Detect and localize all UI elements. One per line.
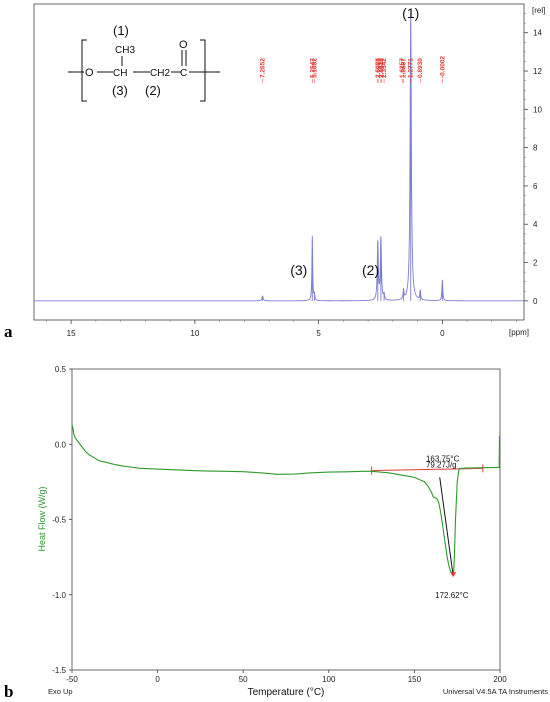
dsc-y-tick-label: -0.5: [52, 516, 66, 525]
nmr-peak-label: (3): [290, 262, 307, 278]
dsc-y-tick-label: -1.0: [52, 591, 66, 600]
structure-left-bracket: [81, 39, 87, 102]
nmr-shift-label: 5.2543: [309, 58, 316, 78]
structure-carbonyl-oxygen: O: [179, 39, 188, 51]
dsc-x-tick-label: 0: [155, 675, 160, 684]
nmr-peak-annotations: (1) (2) (3): [290, 5, 419, 278]
dsc-y-axis-label: Heat Flow (W/g): [37, 486, 47, 551]
dsc-y-tick-label: 0.0: [55, 440, 67, 449]
panel-label-a: a: [4, 322, 13, 341]
structure-label-2: (2): [145, 83, 161, 98]
nmr-y-tick-label: 0: [533, 297, 538, 306]
nmr-y-tick-label: 8: [533, 144, 538, 153]
dsc-baseline-limits: [371, 464, 484, 475]
nmr-shift-label: 2.4816: [378, 58, 385, 78]
structure-ch3: CH3: [115, 45, 135, 56]
structure-label-1: (1): [113, 23, 129, 38]
nmr-shift-label: 2.3542: [381, 58, 388, 78]
dsc-onset-temperature: 163.75°C: [426, 454, 460, 463]
pha-structure-diagram: [68, 39, 220, 102]
nmr-x-unit-label: [ppm]: [509, 328, 529, 337]
nmr-y-unit-label: [rel]: [532, 6, 545, 15]
nmr-y-tick-label: 6: [533, 182, 538, 191]
dsc-onset-tangent: [439, 477, 454, 576]
dsc-peak-temperature: 172.62°C: [435, 591, 469, 600]
dsc-x-tick-label: -50: [66, 675, 78, 684]
dsc-plot-frame: [71, 368, 501, 671]
dsc-x-tick-label: 50: [239, 675, 248, 684]
dsc-enthalpy: 79.27J/g: [426, 460, 457, 469]
nmr-spectrum-line: [34, 13, 524, 302]
dsc-heat-flow-line: [71, 424, 501, 577]
dsc-exo-up-label: Exo Up: [48, 687, 73, 696]
structure-ch2: CH2: [150, 68, 170, 79]
dsc-peak-marker: [450, 572, 457, 578]
nmr-x-tick-label: 10: [190, 329, 199, 338]
nmr-shift-label: 1.6257: [399, 58, 406, 78]
nmr-y-tick-label: 2: [533, 259, 538, 268]
dsc-x-axis-label: Temperature (°C): [248, 687, 325, 698]
dsc-y-tick-label: -1.5: [52, 666, 66, 675]
dsc-thermogram-chart: 0.5 0.0 -0.5 -1.0 -1.5 -50 0 50 100 150 200 Heat …: [4, 365, 548, 701]
dsc-x-tick-label: 100: [322, 675, 336, 684]
dsc-y-axis: 0.5 0.0 -0.5 -1.0 -1.5: [52, 365, 72, 675]
nmr-y-tick-label: 10: [533, 105, 542, 114]
nmr-shift-label: 1.5667: [401, 58, 408, 78]
nmr-spectrum-chart: 0 2 4 6 8 10 12 14 15 10 5 0 [ppm] [rel] 7.2652 5.2…: [4, 3, 545, 341]
nmr-shift-label: 0.8930: [417, 58, 424, 78]
nmr-y-tick-label: 12: [533, 67, 542, 76]
nmr-shift-label: -0.0002: [439, 56, 446, 78]
nmr-shift-label: 2.4649: [378, 58, 385, 78]
nmr-y-axis: 0 2 4 6 8 10 12 14: [524, 13, 542, 306]
nmr-plot-frame: [33, 3, 525, 321]
structure-ester-oxygen: O: [85, 67, 94, 79]
structure-ch: CH: [113, 68, 127, 79]
nmr-y-tick-label: 4: [533, 220, 538, 229]
nmr-shift-label: 7.2652: [260, 58, 267, 78]
structure-label-3: (3): [112, 83, 128, 98]
structure-carbonyl-c: C: [180, 68, 187, 79]
dsc-instrument-label: Universal V4.5A TA Instruments: [443, 687, 548, 696]
nmr-x-axis: 15 10 5 0: [46, 320, 517, 338]
nmr-shift-label: 2.5975: [375, 58, 382, 78]
nmr-peak-label: (2): [362, 262, 379, 278]
dsc-x-tick-label: 150: [408, 675, 422, 684]
dsc-x-tick-label: 200: [493, 675, 507, 684]
nmr-peak-label: (1): [402, 5, 419, 21]
nmr-x-tick-label: 5: [316, 329, 321, 338]
nmr-y-tick-label: 14: [533, 29, 542, 38]
structure-right-bracket: [200, 39, 206, 102]
nmr-x-tick-label: 0: [440, 329, 445, 338]
nmr-shift-label: 1.2771: [408, 58, 415, 78]
nmr-shift-label: 5.1682: [311, 58, 318, 78]
dsc-y-tick-label: 0.5: [55, 365, 67, 374]
panel-label-b: b: [4, 682, 13, 701]
nmr-shift-label: 2.6084: [375, 58, 382, 78]
dsc-x-axis: -50 0 50 100 150 200: [66, 670, 507, 684]
dsc-peak-arrow: [450, 572, 457, 578]
nmr-x-tick-label: 15: [67, 329, 76, 338]
